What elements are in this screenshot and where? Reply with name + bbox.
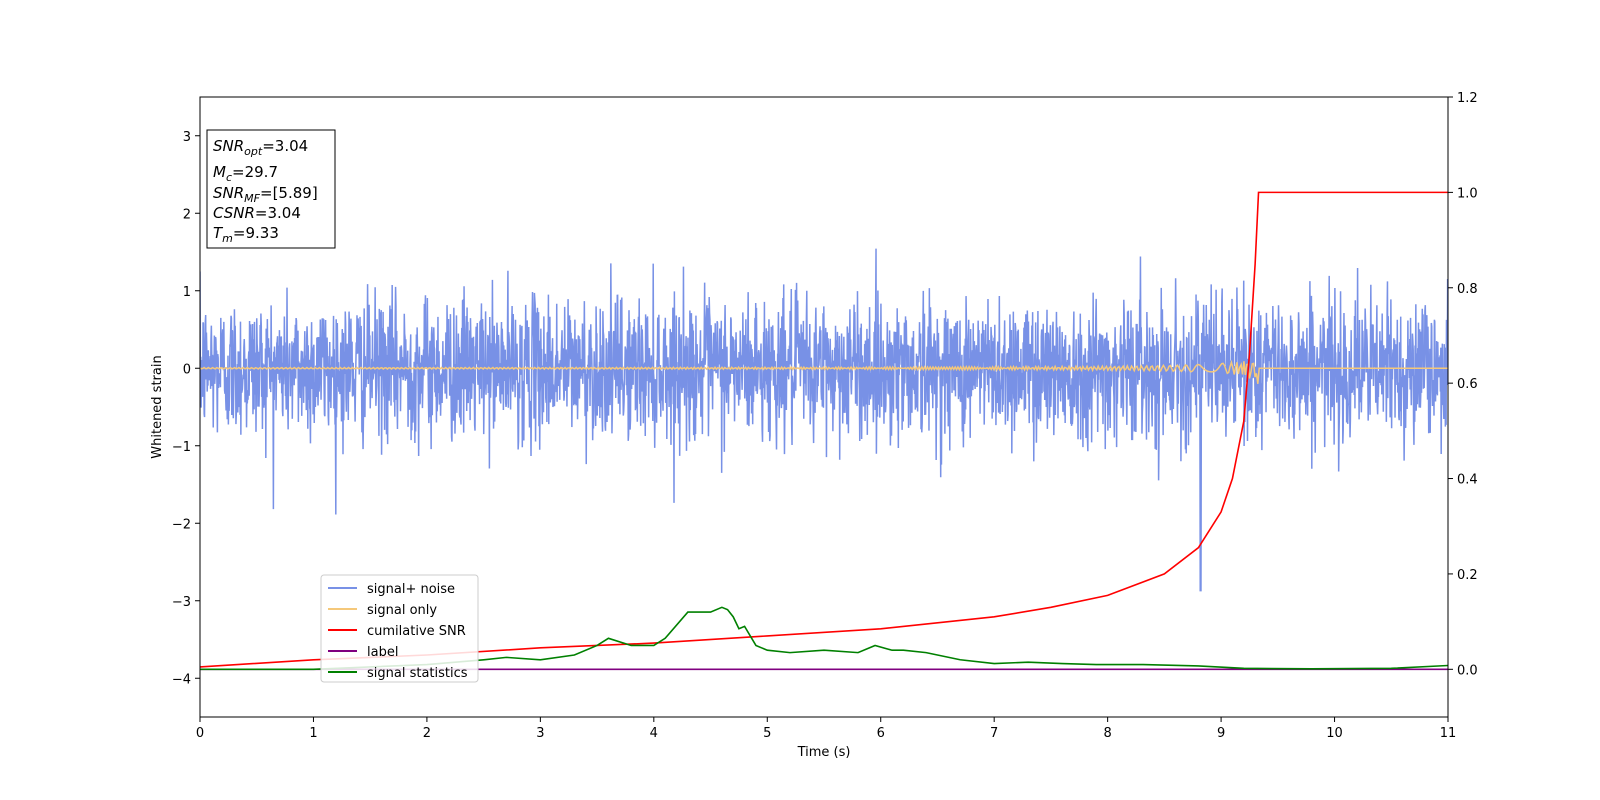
legend-label: signal+ noise bbox=[367, 582, 455, 597]
plot-frame bbox=[199, 96, 1449, 718]
legend-label: signal only bbox=[367, 603, 437, 618]
info-line: Mc=29.7 bbox=[213, 163, 278, 184]
y2-tick-label: 0.4 bbox=[1457, 473, 1478, 488]
y2-tick-label: 0.2 bbox=[1457, 568, 1478, 583]
legend-label: cumilative SNR bbox=[367, 624, 466, 639]
series-cumilative-snr-line bbox=[200, 191, 1448, 668]
legend: signal+ noise signal only cumilative SNR la… bbox=[320, 574, 479, 683]
y2-tick-label: 0.6 bbox=[1457, 377, 1478, 392]
y-axis-label: Whitened strain bbox=[150, 355, 165, 458]
x-tick-label: 10 bbox=[1326, 726, 1343, 741]
info-line: SNRMF=[5.89] bbox=[213, 184, 318, 205]
x-tick-label: 7 bbox=[990, 726, 998, 741]
info-box-frame bbox=[206, 129, 336, 249]
series-signal-only-line bbox=[200, 359, 1448, 384]
legend-label: label bbox=[367, 645, 398, 660]
x-tick-label: 6 bbox=[877, 726, 885, 741]
y-tick-label: −2 bbox=[172, 517, 191, 532]
y2-tick-label: 1.0 bbox=[1457, 186, 1478, 201]
y-tick-label: −1 bbox=[172, 440, 191, 455]
legend-label: signal statistics bbox=[367, 666, 468, 681]
series-signal-statistics-line bbox=[200, 606, 1448, 671]
legend-items: signal+ noise signal only cumilative SNR la… bbox=[328, 582, 468, 681]
x-tick-label: 11 bbox=[1440, 726, 1457, 741]
x-tick-label: 4 bbox=[650, 726, 658, 741]
x-tick-label: 1 bbox=[309, 726, 317, 741]
x-axis: 0 1 2 3 4 5 6 7 8 9 10 11 bbox=[196, 717, 1456, 741]
y-tick-label: 0 bbox=[183, 362, 191, 377]
y-axis-right: 0.0 0.2 0.4 0.6 0.8 1.0 1.2 bbox=[1448, 91, 1478, 678]
x-tick-label: 2 bbox=[423, 726, 431, 741]
y-axis-left: −4 −3 −2 −1 0 1 2 3 bbox=[172, 130, 200, 687]
x-tick-label: 8 bbox=[1103, 726, 1111, 741]
x-axis-label: Time (s) bbox=[797, 745, 851, 760]
series-signal-noise-line bbox=[200, 248, 1448, 592]
y2-tick-label: 0.8 bbox=[1457, 282, 1478, 297]
x-tick-label: 5 bbox=[763, 726, 771, 741]
y-tick-label: −4 bbox=[172, 672, 191, 687]
info-line: Tm=9.33 bbox=[213, 224, 279, 245]
y-tick-label: −3 bbox=[172, 595, 191, 610]
legend-frame bbox=[320, 574, 479, 683]
info-line: CSNR=3.04 bbox=[213, 204, 301, 222]
y-tick-label: 1 bbox=[183, 285, 191, 300]
y2-tick-label: 0.0 bbox=[1457, 663, 1478, 678]
x-tick-label: 3 bbox=[536, 726, 544, 741]
y2-tick-label: 1.2 bbox=[1457, 91, 1478, 106]
x-tick-label: 0 bbox=[196, 726, 204, 741]
x-tick-label: 9 bbox=[1217, 726, 1225, 741]
info-line: SNRopt=3.04 bbox=[213, 137, 308, 158]
y-tick-label: 2 bbox=[183, 207, 191, 222]
y-tick-label: 3 bbox=[183, 130, 191, 145]
